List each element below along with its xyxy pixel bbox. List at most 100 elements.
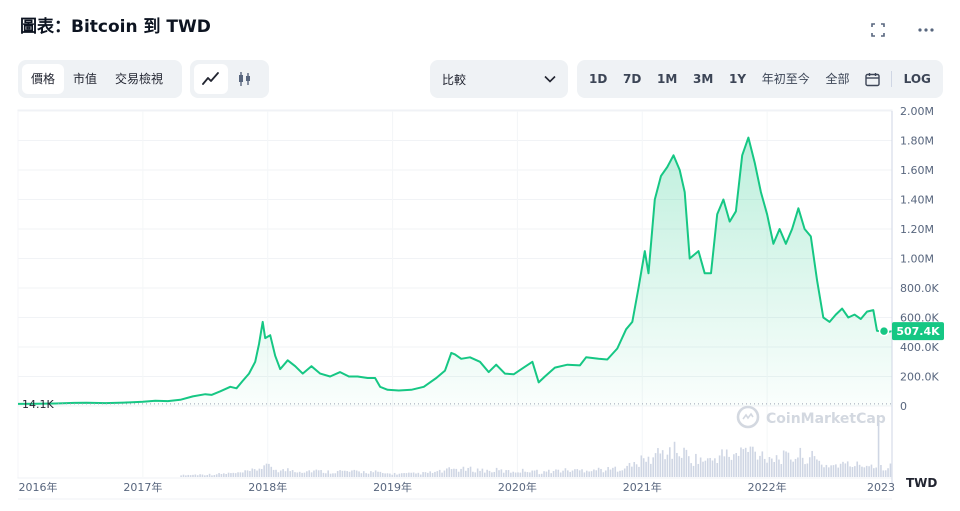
volume-bar xyxy=(540,473,543,477)
volume-bar xyxy=(201,474,204,477)
volume-bar xyxy=(609,469,612,477)
more-icon[interactable] xyxy=(914,18,938,42)
volume-bar xyxy=(192,474,194,477)
volume-bar xyxy=(306,471,308,477)
volume-bar xyxy=(789,459,792,477)
volume-bar xyxy=(521,468,524,477)
volume-bar xyxy=(336,470,339,477)
volume-bar xyxy=(438,469,441,477)
x-axis: 2016年 2017年 2018年 2019年 2020年 2021年 2022年 2023 xyxy=(18,480,895,500)
volume-bar xyxy=(517,472,519,477)
volume-bar xyxy=(279,470,282,477)
volume-bar xyxy=(441,472,443,477)
candlestick-icon[interactable] xyxy=(228,64,262,94)
volume-bar xyxy=(633,461,636,477)
volume-bar xyxy=(225,474,227,477)
volume-bar xyxy=(258,468,261,477)
tab-trading-view[interactable]: 交易檢視 xyxy=(115,72,164,86)
time-range-selector: 1D 7D 1M 3M 1Y 年初至今 全部 LOG xyxy=(577,60,943,98)
volume-bar xyxy=(393,472,396,477)
expand-icon[interactable] xyxy=(866,18,890,42)
range-1m[interactable]: 1M xyxy=(657,72,678,86)
range-1d[interactable]: 1D xyxy=(589,72,608,86)
volume-bar xyxy=(813,456,816,477)
volume-bar xyxy=(669,447,671,477)
volume-bar xyxy=(735,453,738,477)
volume-bar xyxy=(697,463,700,477)
tab-market-cap[interactable]: 市值 xyxy=(73,72,98,86)
volume-bar xyxy=(253,469,256,477)
volume-bar xyxy=(282,469,284,477)
volume-bar xyxy=(657,448,659,477)
volume-bar xyxy=(799,447,802,477)
volume-bar xyxy=(476,468,479,477)
volume-bar xyxy=(284,471,287,477)
chart-style-toggle xyxy=(190,60,269,98)
volume-bar xyxy=(256,470,258,477)
compare-dropdown[interactable]: 比較 xyxy=(430,60,568,98)
volume-bar xyxy=(877,423,880,477)
chart-type-tabs: 價格 市值 交易檢視 xyxy=(18,60,182,98)
volume-bar xyxy=(825,464,828,477)
volume-bar xyxy=(576,469,579,477)
log-toggle[interactable]: LOG xyxy=(903,72,931,86)
volume-bar xyxy=(593,469,595,477)
watermark: CoinMarketCap xyxy=(736,405,886,429)
volume-bar xyxy=(355,470,358,477)
volume-bar xyxy=(626,465,628,477)
volume-bar xyxy=(204,475,206,477)
volume-bar xyxy=(239,472,242,477)
x-tick-label: 2016年 xyxy=(19,480,58,494)
volume-bar xyxy=(500,469,503,477)
volume-bar xyxy=(220,474,223,477)
range-all[interactable]: 全部 xyxy=(825,72,850,86)
watermark-text: CoinMarketCap xyxy=(766,411,886,427)
volume-bar xyxy=(683,447,685,477)
chart-labels: 14.1K 507.4K TWD xyxy=(22,322,944,490)
range-7d[interactable]: 7D xyxy=(623,72,642,86)
more-icon-svg xyxy=(918,28,934,32)
volume-bar xyxy=(507,470,510,477)
range-3m[interactable]: 3M xyxy=(693,72,714,86)
volume-bar xyxy=(740,447,742,477)
volume-bar xyxy=(714,458,716,477)
volume-bar xyxy=(590,471,593,477)
volume-bar xyxy=(692,465,695,477)
range-1y[interactable]: 1Y xyxy=(729,72,747,86)
volume-bar xyxy=(889,463,892,477)
volume-bar xyxy=(367,473,370,477)
volume-bar xyxy=(818,460,821,477)
volume-bar xyxy=(854,466,856,477)
volume-bar xyxy=(275,469,277,477)
volume-bar xyxy=(213,474,216,477)
volume-bar xyxy=(650,463,652,477)
volume-bar xyxy=(460,468,462,477)
x-tick-label: 2020年 xyxy=(498,480,537,494)
volume-bar xyxy=(830,465,832,477)
volume-bar xyxy=(455,468,458,477)
volume-bar xyxy=(296,472,299,477)
volume-bar xyxy=(479,470,481,477)
volume-bar xyxy=(666,454,669,477)
x-tick-label: 2023 xyxy=(867,481,895,494)
range-ytd[interactable]: 年初至今 xyxy=(761,72,810,86)
volume-bar xyxy=(502,472,505,477)
tab-price[interactable]: 價格 xyxy=(22,64,65,94)
line-chart-icon[interactable] xyxy=(194,64,228,94)
volume-bar xyxy=(773,462,775,477)
current-price-badge xyxy=(892,322,944,341)
volume-bar xyxy=(481,468,484,477)
price-series xyxy=(17,136,893,406)
range-divider xyxy=(890,71,892,87)
volume-bar xyxy=(628,462,631,477)
volume-bar xyxy=(410,472,413,477)
volume-bar xyxy=(752,446,754,477)
volume-bar xyxy=(457,471,460,477)
calendar-icon[interactable] xyxy=(861,64,883,94)
volume-bar xyxy=(635,464,638,477)
volume-bar xyxy=(792,461,794,477)
volume-bar xyxy=(334,473,337,477)
volume-bar xyxy=(846,461,849,477)
volume-bar xyxy=(820,464,823,477)
volume-bar xyxy=(443,470,446,477)
